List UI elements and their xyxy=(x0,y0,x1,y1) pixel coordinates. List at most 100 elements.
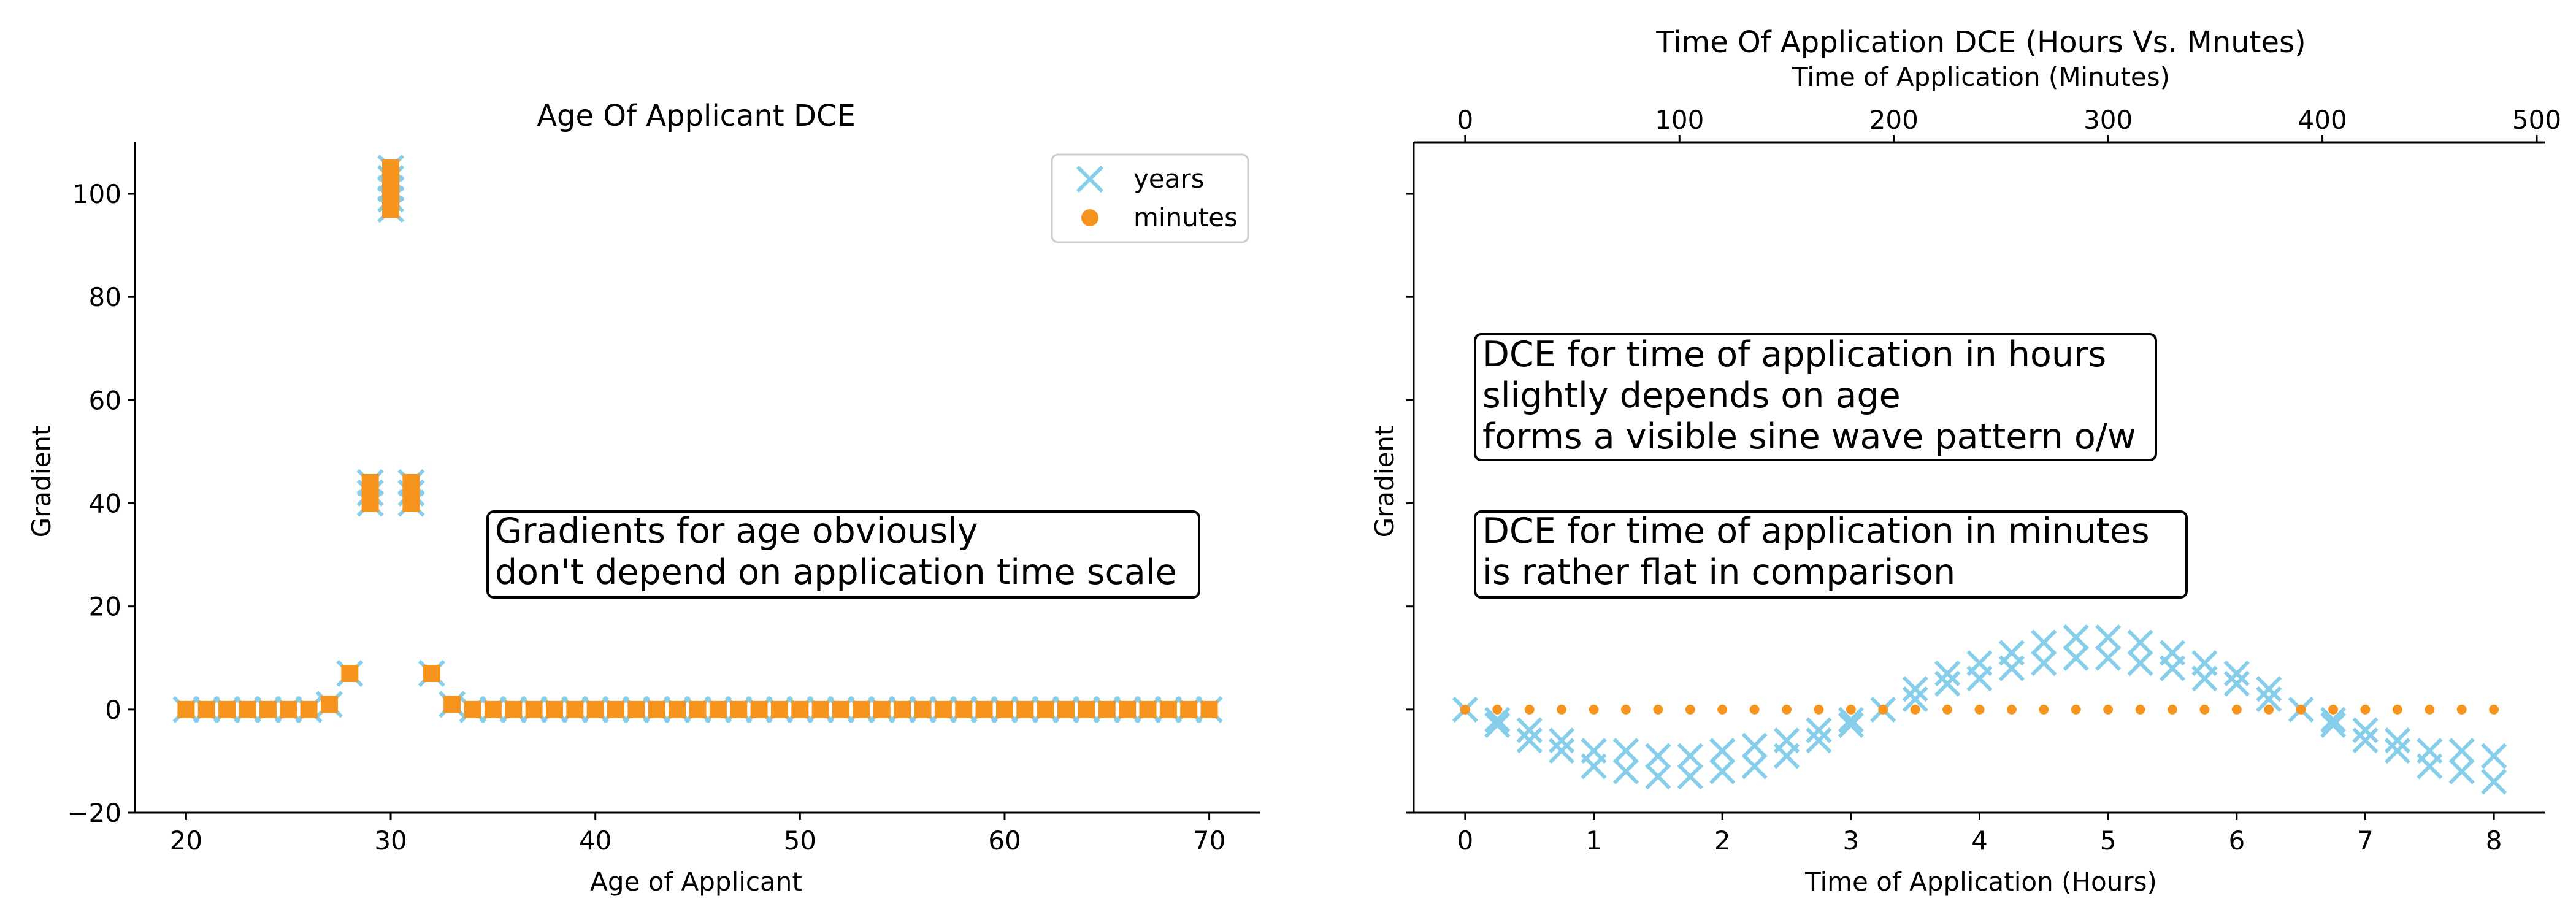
time-minutes-point xyxy=(2296,704,2306,715)
time-x-tick-label: 1 xyxy=(1585,826,1602,856)
time-years-point xyxy=(2223,670,2250,697)
age-y-tick-label: 40 xyxy=(89,489,121,519)
age-chart: Age Of Applicant DCE 20 30 40 50 60 70 −20 0 20 4… xyxy=(26,99,1260,897)
time-years-point xyxy=(2320,711,2347,738)
age-chart-title: Age Of Applicant DCE xyxy=(537,99,856,133)
time-years-point xyxy=(1709,758,1736,784)
age-minutes-point xyxy=(566,700,584,718)
time-minutes-point xyxy=(2328,704,2339,715)
age-minutes-point xyxy=(464,700,481,718)
time-years-point xyxy=(1902,686,1928,713)
time-years-point xyxy=(2223,660,2250,687)
time-x-tick-label: 6 xyxy=(2228,826,2245,856)
age-minutes-point xyxy=(832,700,850,718)
time-years-point xyxy=(1612,758,1639,784)
time-years-point xyxy=(2481,743,2507,769)
age-minutes-point xyxy=(934,700,952,718)
time-top-tick-label: 500 xyxy=(2512,105,2561,135)
time-x-tick-label: 0 xyxy=(1457,826,1473,856)
age-minutes-point xyxy=(402,473,420,491)
age-minutes-point xyxy=(545,700,563,718)
time-minutes-point xyxy=(2167,704,2177,715)
time-minutes-point xyxy=(1589,704,1599,715)
age-y-tick-label: 60 xyxy=(89,385,121,415)
age-y-tick-label: 100 xyxy=(72,179,121,209)
time-years-point xyxy=(1709,737,1736,764)
time-minutes-point xyxy=(1460,704,1470,715)
time-years-point xyxy=(2159,640,2186,666)
hours-annotation-line-2: slightly depends on age xyxy=(1482,375,1901,416)
time-years-point xyxy=(2384,727,2411,754)
age-x-tick-label: 60 xyxy=(988,826,1021,856)
hours-annotation: DCE for time of application in hours sli… xyxy=(1474,333,2157,461)
time-years-point xyxy=(1934,670,1961,697)
time-years-point xyxy=(1934,660,1961,687)
time-years-point xyxy=(2191,650,2218,677)
time-minutes-point xyxy=(2231,704,2242,715)
age-minutes-point xyxy=(361,473,379,491)
age-chart-ticks: 20 30 40 50 60 70 −20 0 20 40 60 80 100 xyxy=(67,179,1225,856)
age-minutes-point xyxy=(1016,700,1034,718)
time-minutes-point xyxy=(1846,704,1856,715)
age-y-tick-label: −20 xyxy=(67,798,121,828)
time-years-point xyxy=(1484,707,1511,733)
age-minutes-point xyxy=(770,700,788,718)
age-annotation-box xyxy=(486,510,1200,599)
time-top-tick-label: 200 xyxy=(1869,105,1919,135)
time-years-point xyxy=(1548,727,1575,754)
time-years-point xyxy=(2352,727,2379,754)
time-years-point xyxy=(2095,645,2122,671)
time-minutes-point xyxy=(1974,704,1985,715)
age-x-tick-label: 70 xyxy=(1193,826,1225,856)
time-minutes-point xyxy=(2392,704,2402,715)
time-minutes-point xyxy=(2425,704,2435,715)
age-minutes-point xyxy=(1119,700,1137,718)
time-x-tick-label: 8 xyxy=(2486,826,2502,856)
time-years-point xyxy=(1806,727,1832,754)
time-minutes-point xyxy=(1653,704,1663,715)
time-years-point xyxy=(2063,645,2089,671)
time-years-point xyxy=(2448,758,2475,784)
time-minutes-point xyxy=(2103,704,2114,715)
time-years-point xyxy=(2384,737,2411,764)
time-years-point xyxy=(2448,737,2475,764)
time-minutes-point xyxy=(1557,704,1567,715)
time-years-point xyxy=(2095,624,2122,651)
time-minutes-point xyxy=(2071,704,2081,715)
time-minutes-point xyxy=(2264,704,2274,715)
time-years-point xyxy=(2320,707,2347,733)
age-minutes-point xyxy=(995,700,1013,718)
time-minutes-point xyxy=(1910,704,1920,715)
time-x-tick-label: 7 xyxy=(2357,826,2374,856)
time-minutes-point xyxy=(2456,704,2467,715)
time-years-point xyxy=(1612,737,1639,764)
age-minutes-point xyxy=(1078,700,1095,718)
time-years-point xyxy=(1677,764,1703,790)
age-minutes-point xyxy=(1159,700,1177,718)
time-years-point xyxy=(2031,650,2057,677)
time-years-point xyxy=(1773,743,1800,769)
time-years-point xyxy=(2481,769,2507,795)
age-y-axis-label: Gradient xyxy=(26,426,56,538)
minutes-annotation-line-2: is rather flat in comparison xyxy=(1482,552,1955,592)
age-chart-marks xyxy=(172,154,1223,723)
age-minutes-point xyxy=(627,700,645,718)
time-years-point xyxy=(1677,743,1703,769)
time-y-axis-label: Gradient xyxy=(1370,426,1400,538)
time-minutes-point xyxy=(2006,704,2017,715)
age-minutes-point xyxy=(811,700,829,718)
age-minutes-point xyxy=(955,700,973,718)
age-minutes-point xyxy=(239,700,256,718)
time-minutes-point xyxy=(1814,704,1824,715)
time-minutes-point xyxy=(1749,704,1760,715)
time-minutes-point xyxy=(1942,704,1953,715)
age-minutes-point xyxy=(300,700,318,718)
age-minutes-point xyxy=(750,700,768,718)
time-years-point xyxy=(2417,753,2443,780)
legend-minutes-label: minutes xyxy=(1133,202,1238,232)
time-years-point xyxy=(1516,727,1543,754)
time-years-point xyxy=(2063,624,2089,651)
age-minutes-point xyxy=(505,700,523,718)
time-years-point xyxy=(2256,686,2282,713)
time-minutes-point xyxy=(2135,704,2145,715)
